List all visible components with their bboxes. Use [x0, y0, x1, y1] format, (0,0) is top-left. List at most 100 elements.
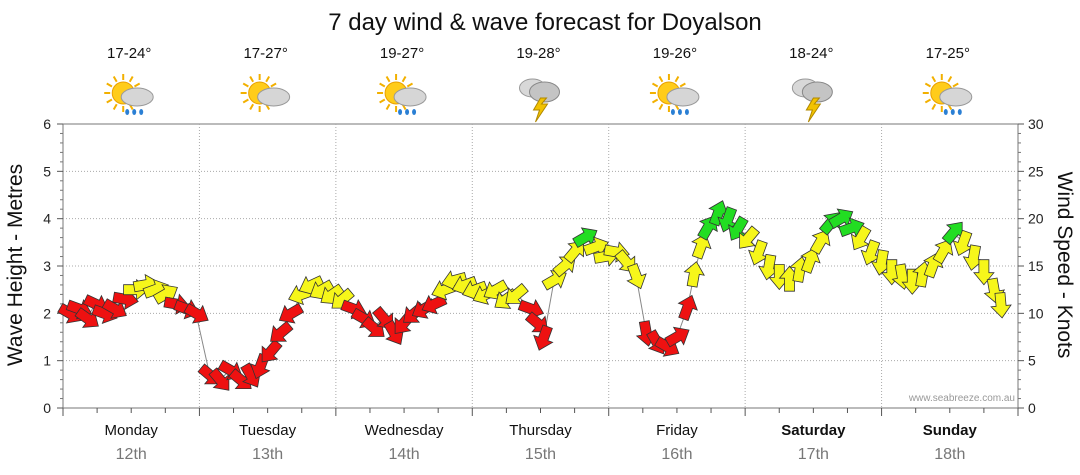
- raindrop: [412, 109, 417, 115]
- wind-arrow-shape: [626, 262, 647, 290]
- day-label: Thursday: [509, 422, 572, 439]
- chart-title: 7 day wind & wave forecast for Doyalson: [328, 9, 762, 36]
- wind-arrow: [664, 326, 690, 348]
- sun-ray: [651, 82, 659, 88]
- y-axis-label: Wave Height - Metres: [4, 164, 27, 366]
- wind-arrow: [800, 247, 821, 274]
- day-label: Wednesday: [365, 422, 444, 439]
- y2-tick-label: 10: [1028, 305, 1044, 321]
- date-label: 12th: [116, 446, 147, 463]
- date-label: 15th: [525, 446, 556, 463]
- sun-ray: [401, 76, 407, 83]
- wind-arrow-shape: [952, 229, 974, 257]
- wind-arrow-shape: [708, 200, 729, 227]
- y2-tick-label: 5: [1028, 353, 1036, 369]
- wind-arrow: [505, 282, 529, 304]
- wind-arrow: [717, 206, 738, 233]
- sun-ray: [385, 76, 391, 83]
- wind-arrow: [683, 261, 705, 288]
- sun-rain-icon: [649, 74, 700, 115]
- wind-arrow-shape: [809, 229, 831, 255]
- wind-arrow-shape: [270, 320, 294, 342]
- cloud-shape: [939, 87, 973, 107]
- temperature-label: 17-24°: [107, 45, 151, 62]
- y-tick-label: 6: [43, 116, 51, 132]
- wind-arrow: [708, 200, 729, 227]
- wind-arrow-shape: [533, 324, 554, 351]
- sun-cloud-icon: [240, 74, 291, 112]
- date-label: 13th: [252, 446, 283, 463]
- wind-arrows: [57, 200, 1012, 391]
- wind-arrow-shape: [278, 302, 305, 324]
- wind-arrow-shape: [748, 239, 769, 266]
- wind-arrow-shape: [739, 225, 761, 249]
- wind-arrow: [850, 225, 872, 251]
- raindrop: [670, 109, 675, 115]
- wind-arrow-shape: [860, 239, 881, 266]
- sun-ray: [385, 103, 391, 110]
- sun-ray: [112, 103, 118, 110]
- weather-icons: 17-24° 17-27° 19-27° 19-28° 19-26° 18-24° 17-2…: [104, 45, 973, 123]
- cloud-shape: [801, 81, 833, 103]
- lightning-bolt: [532, 97, 549, 123]
- temperature-label: 19-27°: [380, 45, 424, 62]
- sun-rain-icon: [922, 74, 973, 115]
- day-label: Monday: [105, 422, 159, 439]
- wind-arrow: [270, 320, 294, 342]
- wind-arrow-shape: [483, 279, 509, 300]
- sun-ray: [406, 82, 414, 88]
- day-label: Friday: [656, 422, 698, 439]
- cloud-shape: [120, 87, 154, 107]
- wind-arrow: [860, 239, 881, 266]
- sun-ray: [924, 98, 932, 104]
- axis-ticks: 0 1 2 3 4 5 6 0 5 10 15 20 25 30: [43, 116, 1044, 416]
- sun-rain-icon: [377, 74, 427, 115]
- sun-ray: [674, 76, 680, 83]
- wind-arrow: [739, 225, 761, 249]
- day-label: Saturday: [781, 422, 846, 439]
- sun-ray: [242, 98, 249, 104]
- y2-tick-label: 15: [1028, 258, 1044, 274]
- raindrop: [125, 109, 130, 115]
- raindrop: [684, 109, 689, 115]
- y-tick-label: 2: [43, 305, 51, 321]
- grid: [62, 123, 1019, 409]
- sun-ray: [931, 103, 937, 110]
- sun-ray: [379, 82, 386, 88]
- raindrop: [957, 109, 962, 115]
- storm-icon: [519, 78, 560, 123]
- wind-arrow-shape: [932, 239, 954, 265]
- wind-arrow-shape: [505, 282, 529, 304]
- sun-ray: [658, 76, 664, 83]
- y2-axis-label: Wind Speed - Knots: [1053, 172, 1076, 359]
- date-label: 16th: [661, 446, 692, 463]
- sun-ray: [651, 98, 659, 104]
- temperature-label: 19-26°: [653, 45, 697, 62]
- wind-arrow-shape: [208, 367, 230, 391]
- y2-tick-label: 25: [1028, 163, 1044, 179]
- wind-arrow-shape: [183, 302, 209, 324]
- wind-arrow-shape: [582, 236, 609, 257]
- wind-arrow: [626, 262, 647, 290]
- wind-arrow-shape: [728, 215, 749, 241]
- y2-tick-label: 0: [1028, 400, 1036, 416]
- x-axis-days: Monday 12th Tuesday 13th Wednesday 14th Thursd…: [105, 422, 978, 463]
- wind-arrow: [932, 239, 954, 265]
- y-tick-label: 4: [43, 211, 51, 227]
- watermark: www.seabreeze.com.au: [908, 393, 1015, 404]
- sun-ray: [931, 76, 937, 83]
- wind-arrow: [728, 215, 749, 241]
- wind-arrow: [809, 229, 831, 255]
- raindrop: [132, 109, 137, 115]
- temperature-label: 18-24°: [789, 45, 833, 62]
- wind-arrow: [183, 302, 209, 324]
- wind-arrow: [278, 302, 305, 324]
- cloud-shape: [257, 87, 291, 107]
- wind-arrow-shape: [683, 261, 705, 288]
- wind-arrow: [952, 229, 974, 257]
- temperature-label: 17-25°: [926, 45, 970, 62]
- raindrop: [950, 109, 955, 115]
- sun-ray: [242, 82, 249, 88]
- sun-ray: [249, 76, 255, 83]
- sun-ray: [924, 82, 932, 88]
